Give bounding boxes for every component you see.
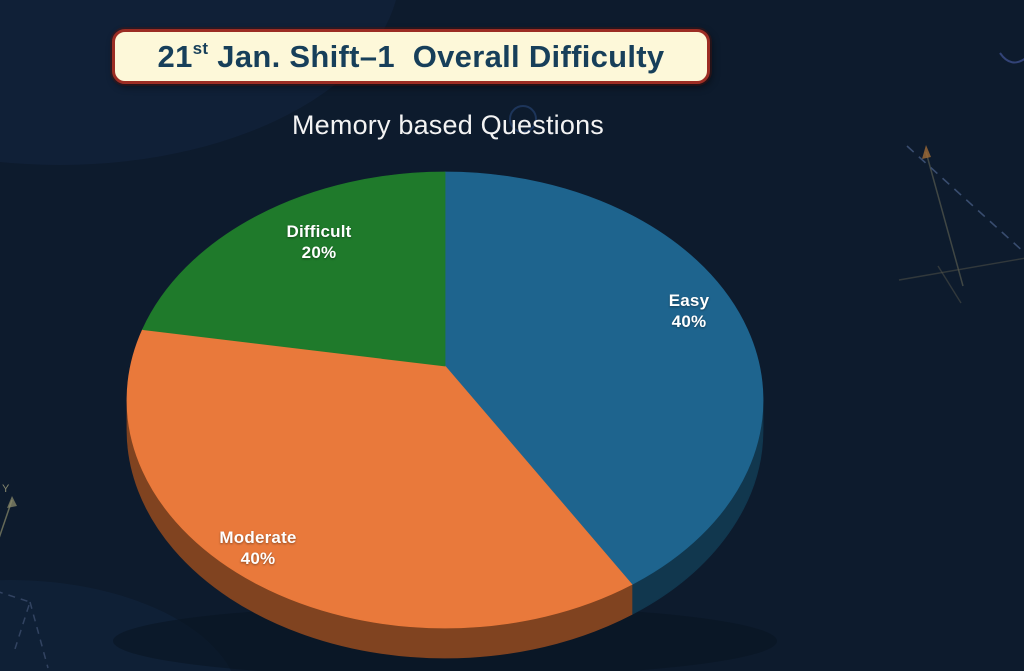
pie-slice-easy: [444, 171, 764, 585]
pie-slice-difficult: [141, 171, 446, 367]
slice-label-moderate: Moderate 40%: [219, 527, 296, 569]
pie-chart: [126, 171, 764, 659]
doodle-line: [898, 257, 1024, 281]
circle-doodle: [509, 105, 537, 133]
slice-label-difficult: Difficult 20%: [286, 221, 351, 263]
dashed-doodle: [29, 601, 49, 669]
swoosh-doodle-icon: [999, 52, 1024, 64]
arrowhead-icon: [922, 145, 931, 159]
axis-label-y: Y: [2, 483, 10, 495]
dashed-doodle: [0, 591, 31, 653]
title-day: 21: [157, 38, 193, 74]
slice-percent: 40%: [671, 312, 707, 331]
doodle-dashed-line: [906, 145, 1024, 254]
slice-name: Easy: [668, 291, 710, 310]
slice-label-easy: Easy 40%: [669, 290, 710, 332]
arrowhead-icon: [7, 496, 17, 508]
title-ordinal: st: [192, 38, 209, 58]
slice-name: Moderate: [219, 528, 297, 547]
chart-subtitle: Memory based Questions: [291, 110, 605, 140]
slice-percent: 40%: [240, 549, 276, 568]
doodle-line: [925, 151, 964, 287]
title-rest: Jan. Shift–1 Overall Difficulty: [208, 38, 665, 74]
slice-name: Difficult: [286, 222, 352, 241]
slice-percent: 20%: [301, 243, 337, 262]
pie-slice-moderate: [126, 329, 633, 629]
doodle-line: [937, 265, 962, 304]
